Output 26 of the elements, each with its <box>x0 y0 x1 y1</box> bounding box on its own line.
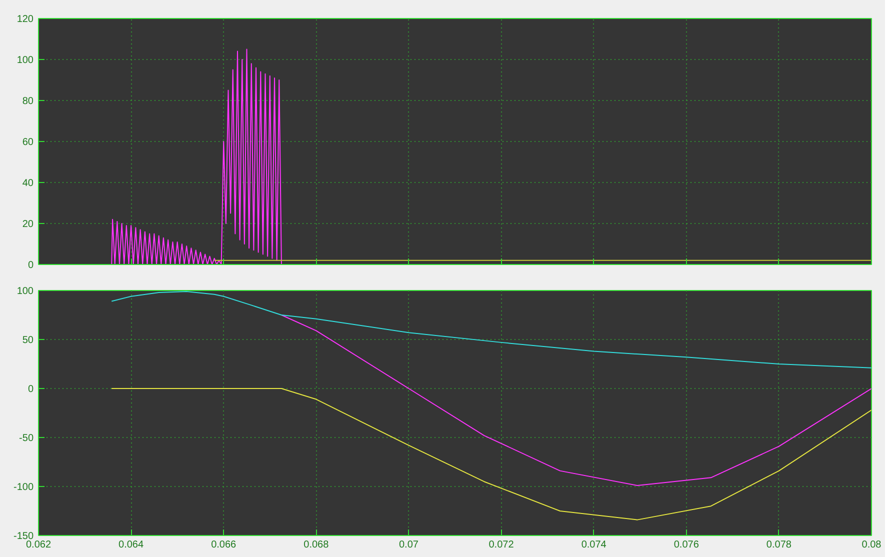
y-tick-label: 100 <box>16 55 34 66</box>
y-tick-label: 80 <box>22 96 34 107</box>
x-tick-label: 0.074 <box>581 540 607 550</box>
y-tick-label: 0 <box>28 260 34 271</box>
line-series <box>111 290 872 368</box>
y-tick-label: 100 <box>16 286 34 297</box>
y-tick-label: -100 <box>13 482 34 493</box>
x-tick-label: 0.07 <box>398 540 419 550</box>
x-tick-label: 0.072 <box>488 540 514 550</box>
y-tick-label: 20 <box>22 219 34 230</box>
y-tick-label: 120 <box>16 14 34 25</box>
x-tick-label: 0.064 <box>118 540 144 550</box>
y-tick-label: -150 <box>13 531 34 542</box>
x-tick-label: 0.066 <box>211 540 237 550</box>
y-tick-label: 60 <box>22 137 34 148</box>
x-tick-label: 0.08 <box>862 540 882 550</box>
line-series <box>111 388 872 520</box>
x-tick-label: 0.076 <box>674 540 700 550</box>
line-series <box>280 314 872 486</box>
y-tick-label: 50 <box>22 335 34 346</box>
x-tick-label: 0.078 <box>766 540 792 550</box>
y-tick-label: -50 <box>19 433 34 444</box>
y-tick-label: 40 <box>22 178 34 189</box>
x-tick-label: 0.062 <box>26 540 52 550</box>
y-tick-label: 0 <box>28 384 34 395</box>
x-tick-label: 0.068 <box>304 540 330 550</box>
